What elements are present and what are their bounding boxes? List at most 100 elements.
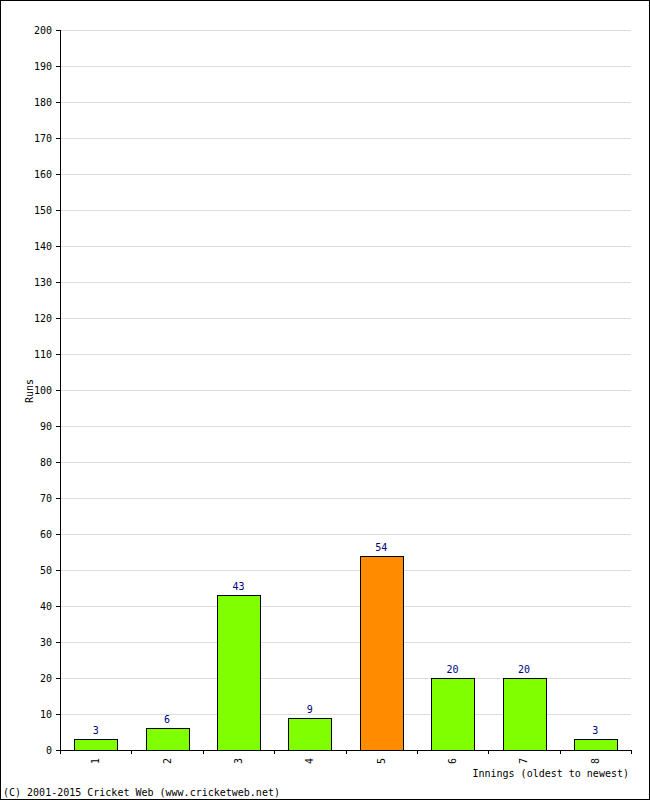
y-tick: [56, 102, 60, 103]
grid-line: [60, 354, 631, 355]
x-tick-label: 2: [162, 758, 173, 764]
border: [1, 1, 650, 800]
bar: [218, 596, 261, 751]
y-tick: [56, 642, 60, 643]
x-tick-separator: [274, 750, 275, 754]
grid-line: [60, 30, 631, 31]
y-tick-label: 110: [34, 349, 52, 360]
data-label: 20: [518, 664, 530, 675]
grid-line: [60, 426, 631, 427]
x-tick-separator: [346, 750, 347, 754]
grid-line: [60, 498, 631, 499]
y-tick-label: 70: [40, 493, 52, 504]
x-tick-separator: [60, 750, 61, 754]
grid-line: [60, 534, 631, 535]
grid-line: [60, 102, 631, 103]
y-axis-label: Runs: [24, 379, 35, 403]
data-label: 9: [307, 704, 313, 715]
data-label: 20: [447, 664, 459, 675]
y-tick: [56, 390, 60, 391]
x-tick-separator: [560, 750, 561, 754]
y-tick: [56, 714, 60, 715]
y-tick: [56, 282, 60, 283]
y-tick-label: 50: [40, 565, 52, 576]
y-tick-label: 200: [34, 25, 52, 36]
y-tick-label: 30: [40, 637, 52, 648]
x-axis: [60, 750, 631, 751]
y-tick: [56, 750, 60, 751]
y-tick-label: 100: [34, 385, 52, 396]
y-tick-label: 20: [40, 673, 52, 684]
grid-line: [60, 570, 631, 571]
y-tick: [56, 354, 60, 355]
y-tick: [56, 534, 60, 535]
y-tick: [56, 318, 60, 319]
x-tick-separator: [131, 750, 132, 754]
y-tick: [56, 678, 60, 679]
y-tick-label: 130: [34, 277, 52, 288]
grid-line: [60, 210, 631, 211]
bar: [147, 729, 190, 751]
y-tick: [56, 30, 60, 31]
grid-line: [60, 174, 631, 175]
background: [0, 0, 650, 800]
y-tick-label: 120: [34, 313, 52, 324]
x-tick-separator: [203, 750, 204, 754]
bar: [289, 719, 332, 751]
y-tick: [56, 498, 60, 499]
x-tick-label: 7: [518, 758, 529, 764]
grid-line: [60, 390, 631, 391]
bars: [75, 557, 618, 751]
y-tick-label: 40: [40, 601, 52, 612]
y-tick-label: 80: [40, 457, 52, 468]
x-tick-label: 3: [233, 758, 244, 764]
grid-line: [60, 138, 631, 139]
grid-line: [60, 606, 631, 607]
x-tick-label: 6: [447, 758, 458, 764]
y-tick-label: 160: [34, 169, 52, 180]
y-tick-label: 60: [40, 529, 52, 540]
bar: [75, 740, 118, 751]
y-tick-label: 10: [40, 709, 52, 720]
y-tick-label: 140: [34, 241, 52, 252]
grid-line: [60, 642, 631, 643]
y-tick: [56, 138, 60, 139]
y-tick-label: 0: [46, 745, 52, 756]
y-tick-label: 180: [34, 97, 52, 108]
x-tick-label: 5: [376, 758, 387, 764]
y-tick: [56, 570, 60, 571]
x-tick-label: 8: [590, 758, 601, 764]
y-tick: [56, 210, 60, 211]
data-label: 43: [232, 581, 244, 592]
data-label: 6: [164, 714, 170, 725]
y-tick-label: 190: [34, 61, 52, 72]
y-tick-label: 150: [34, 205, 52, 216]
x-tick-separator: [488, 750, 489, 754]
chart-container: 0102030405060708090100110120130140150160…: [0, 0, 650, 800]
bar: [575, 740, 618, 751]
y-tick: [56, 426, 60, 427]
y-axis: [60, 30, 61, 750]
x-tick-separator: [417, 750, 418, 754]
grid-line: [60, 750, 631, 751]
y-tick: [56, 66, 60, 67]
y-tick-label: 90: [40, 421, 52, 432]
x-tick-separator: [631, 750, 632, 754]
grid-line: [60, 462, 631, 463]
grid-line: [60, 246, 631, 247]
y-tick: [56, 606, 60, 607]
data-label: 54: [375, 542, 387, 553]
y-tick: [56, 246, 60, 247]
y-tick: [56, 174, 60, 175]
bar: [432, 679, 475, 751]
bar: [504, 679, 547, 751]
bar: [361, 557, 404, 751]
y-tick-label: 170: [34, 133, 52, 144]
y-tick: [56, 462, 60, 463]
x-tick-label: 4: [304, 758, 315, 764]
grid-line: [60, 66, 631, 67]
grid-line: [60, 318, 631, 319]
x-axis-label: Innings (oldest to newest): [472, 768, 629, 779]
annotation: (C) 2001-2015 Cricket Web (www.cricketwe…: [3, 787, 280, 798]
x-tick-label: 1: [90, 758, 101, 764]
